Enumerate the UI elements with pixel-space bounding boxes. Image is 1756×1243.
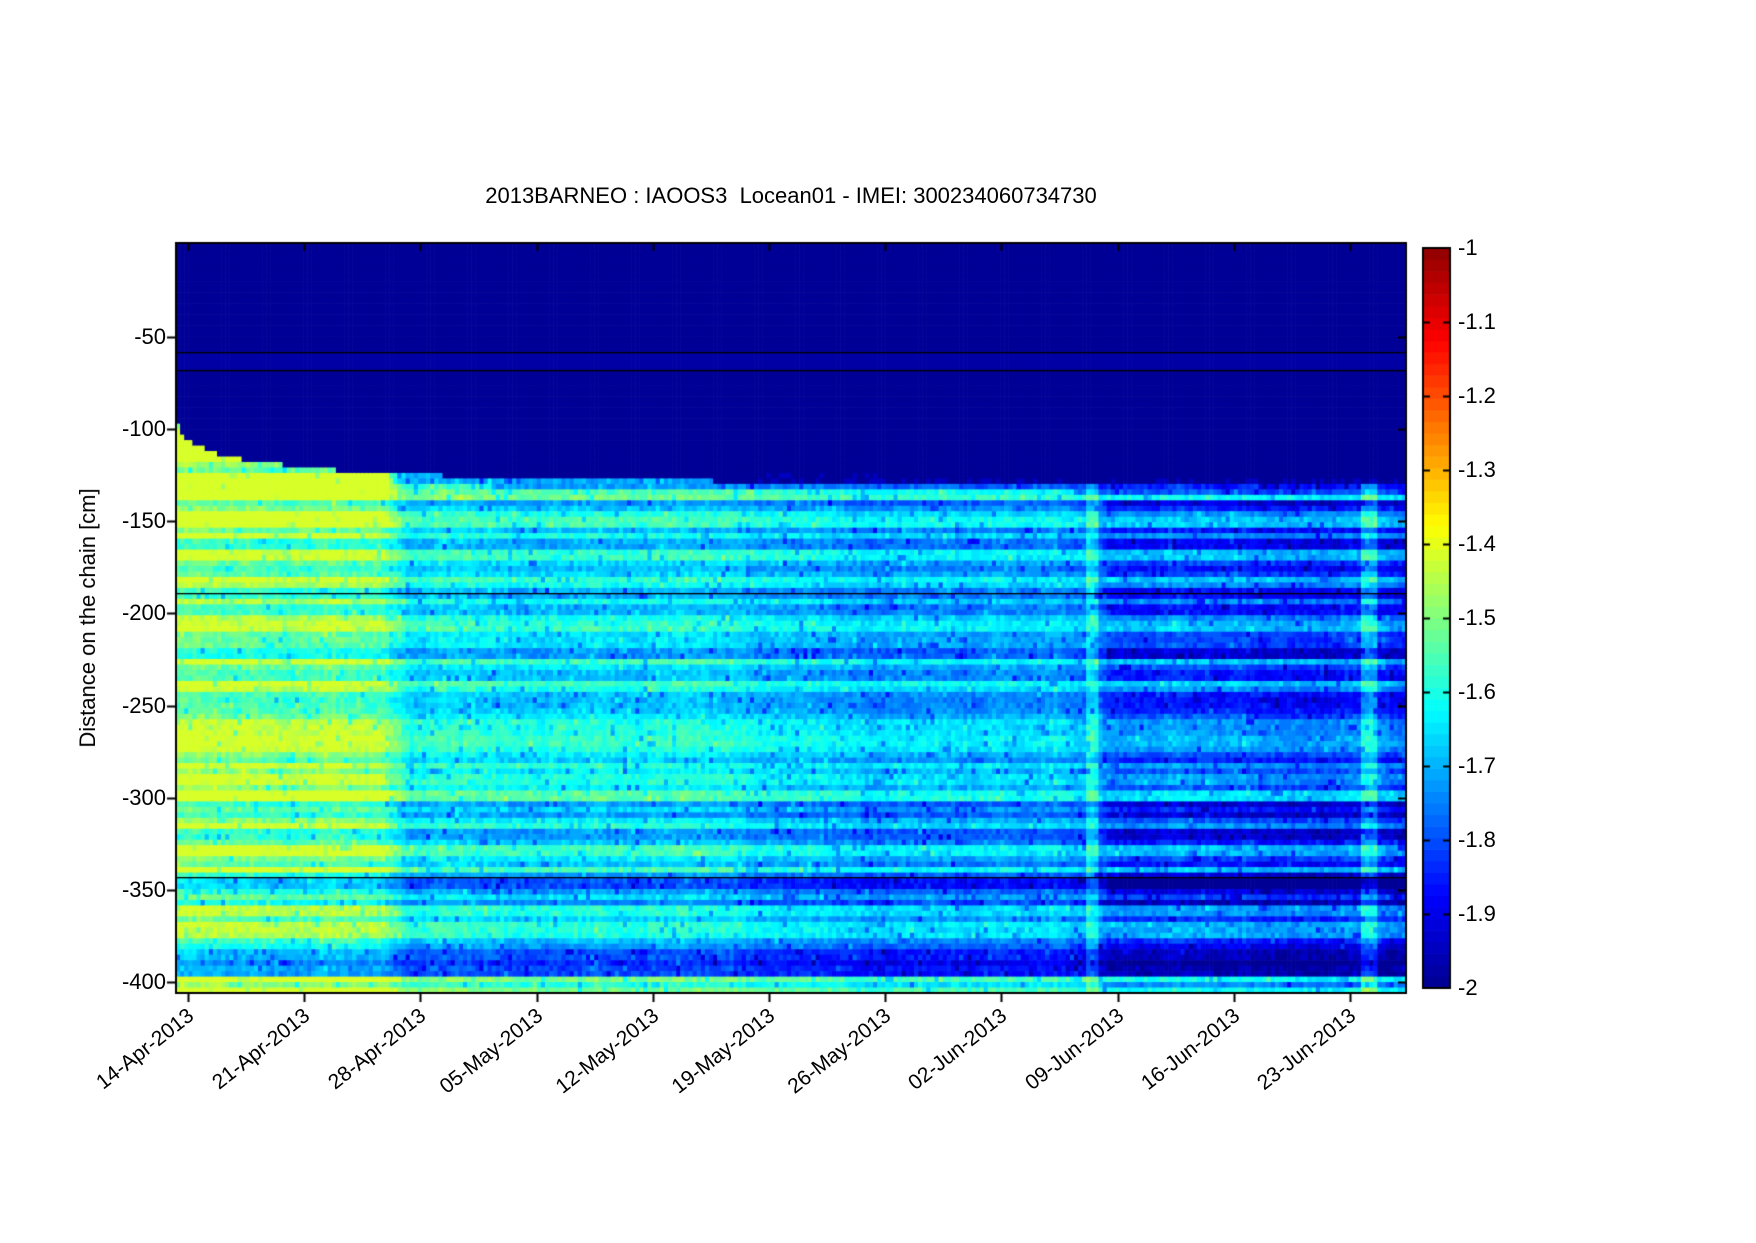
colorbar-tick-label: -1.9 [1458,901,1496,926]
colorbar-tick-label: -1.6 [1458,679,1496,704]
colorbar-tick-label: -1.1 [1458,309,1496,334]
colorbar-tick-label: -1.4 [1458,531,1496,556]
y-tick-label: -300 [121,784,166,810]
colorbar-tick-label: -2 [1458,975,1478,1000]
chart-title: 2013BARNEO : IAOOS3 Locean01 - IMEI: 300… [485,183,1097,208]
y-tick-label: -400 [121,968,166,994]
colorbar-tick-label: -1.8 [1458,827,1496,852]
y-tick-label: -200 [121,600,166,626]
colorbar-tick-label: -1.3 [1458,457,1496,482]
colorbar-tick-label: -1 [1458,235,1478,260]
y-tick-label: -350 [121,876,166,902]
y-tick-label: -150 [121,508,166,534]
y-tick-label: -250 [121,692,166,718]
colorbar-tick-label: -1.2 [1458,383,1496,408]
y-tick-label: -50 [134,323,166,349]
colorbar-tick-label: -1.7 [1458,753,1496,778]
colorbar-tick-label: -1.5 [1458,605,1496,630]
y-tick-label: -100 [121,416,166,442]
